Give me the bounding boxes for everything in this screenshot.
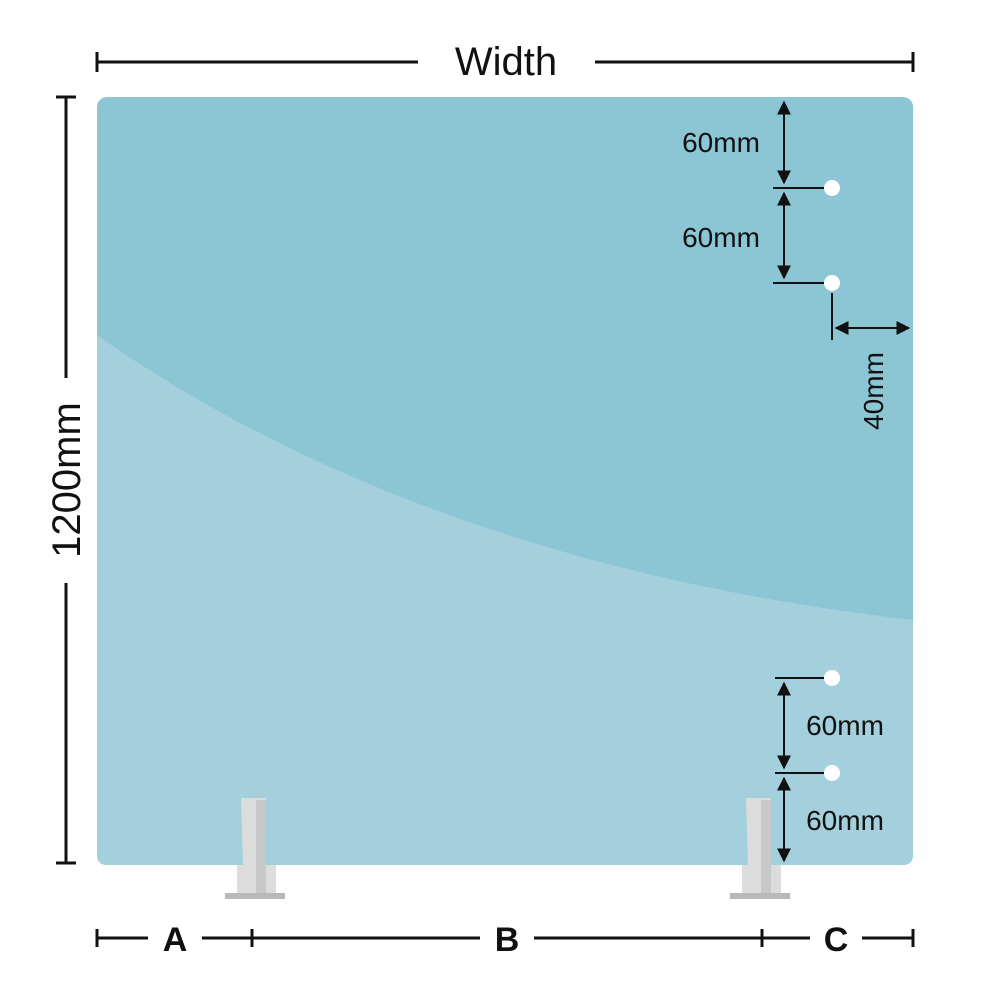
bottom-spacing-label-2: 60mm (806, 805, 884, 836)
hole-bottom-2 (824, 765, 840, 781)
foot-position-dimensions: A B C (95, 921, 915, 959)
width-dimension: Width (95, 40, 915, 84)
top-hole-dimensions: 60mm 60mm (682, 100, 824, 284)
top-spacing-label-2: 60mm (682, 222, 760, 253)
foot-left-base (225, 893, 285, 899)
foot-left-shade (256, 800, 266, 895)
segment-c-label: C (824, 921, 849, 959)
top-spacing-label-1: 60mm (682, 127, 760, 158)
segment-b-label: B (495, 921, 520, 959)
panel-reflection (97, 335, 913, 865)
foot-right-base (730, 893, 790, 899)
foot-right-shade (761, 800, 771, 895)
height-dimension: 1200mm (45, 95, 89, 865)
side-offset-label: 40mm (858, 352, 889, 430)
foot-left (225, 798, 285, 899)
side-offset-dimension: 40mm (831, 293, 911, 430)
height-label: 1200mm (45, 402, 89, 558)
bottom-spacing-label-1: 60mm (806, 710, 884, 741)
hole-bottom-1 (824, 670, 840, 686)
hole-top-1 (824, 180, 840, 196)
bottom-hole-dimensions: 60mm 60mm (775, 677, 884, 863)
width-label: Width (455, 40, 557, 84)
hole-top-2 (824, 275, 840, 291)
segment-a-label: A (163, 921, 188, 959)
glass-panel (97, 97, 913, 865)
foot-right (730, 798, 790, 899)
mounting-holes (824, 180, 840, 781)
